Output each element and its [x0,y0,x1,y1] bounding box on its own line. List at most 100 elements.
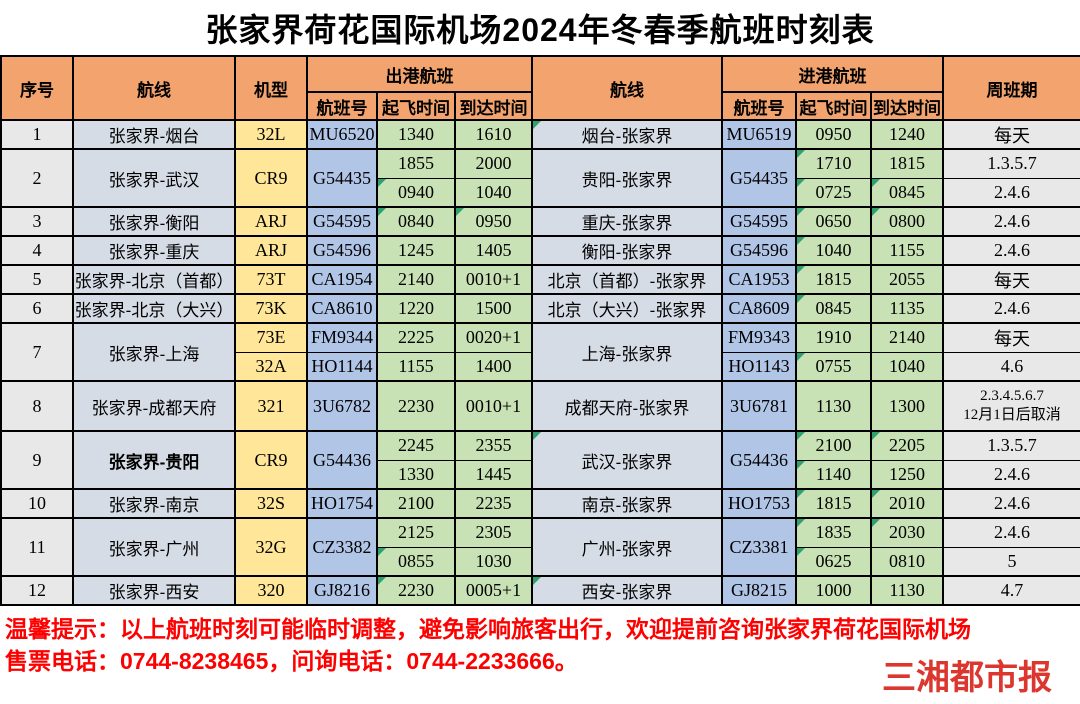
table-row: 7 张家界-上海 73E FM9344 2225 0020+1 上海-张家界 FM9343 19… [0,322,1080,382]
cell-out-dep-time: 2230 [376,575,456,606]
cell-weekly: 2.4.6 [942,293,1080,324]
cell-out-arr-time: 2355 [453,430,534,461]
comment-triangle-icon [873,520,881,527]
cell-weekly: 2.4.6 [942,517,1080,548]
cell-in-dep-time: 0650 [795,206,873,237]
cell-out-flight: 3U6782 [306,380,378,432]
header-in-dep-time: 起飞时间 [795,91,873,121]
cell-in-dep-time: 2100 [795,430,873,461]
cell-weekly: 4.6 [942,351,1080,382]
cell-route-out: 张家界-北京（大兴） [72,293,236,324]
cell-in-dep-time: 1130 [795,380,873,432]
cell-out-dep-time: 0855 [376,546,456,577]
cell-in-arr-time: 0800 [870,206,945,237]
cell-out-flight: G54595 [306,206,378,237]
cell-out-arr-time: 0005+1 [453,575,534,606]
cell-out-arr-time: 2235 [453,488,534,519]
comment-triangle-icon [798,491,806,498]
table-row: 10 张家界-南京 32S HO1754 2100 2235 南京-张家界 HO1753 181… [0,488,1080,519]
table-row: 1330 1445 1140 1250 2.4.6 [1,459,1080,490]
cell-weekly: 每天 [942,322,1080,353]
cell-in-dep-time: 1710 [795,148,873,179]
cell-out-flight: G54596 [306,235,378,266]
cell-aircraft: 32G [234,517,308,577]
cell-out-flight: HO1144 [306,351,378,382]
cell-route-out: 张家界-衡阳 [72,206,236,237]
cell-aircraft: 73E [234,322,308,353]
header-route-out: 航线 [72,55,236,121]
cell-in-arr-time: 2140 [870,322,945,353]
cell-in-flight: GJ8215 [721,575,798,606]
table-row: 8 张家界-成都天府 321 3U6782 2230 0010+1 成都天府-张家界 3U67… [0,380,1080,432]
cell-in-flight: G54595 [721,206,798,237]
cell-aircraft: CR9 [234,430,308,490]
table-row: 1 张家界-烟台 32L MU6520 1340 1610 烟台-张家界 MU6519 0950… [0,119,1080,150]
cell-no: 2 [0,148,74,208]
cell-route-out: 张家界-武汉 [72,148,236,208]
cell-out-dep-time: 1330 [376,459,456,490]
cell-in-flight: G54436 [721,430,798,490]
cell-route-out: 张家界-北京（首都） [72,264,236,295]
cell-in-arr-time: 0845 [870,177,945,208]
cell-route-in: 广州-张家界 [531,517,724,577]
table-row: 12 张家界-西安 320 GJ8216 2230 0005+1 西安-张家界 GJ8215 1… [0,575,1080,606]
cell-out-flight: FM9344 [306,322,378,353]
cell-in-arr-time: 1815 [870,148,945,179]
cell-route-out: 张家界-成都天府 [72,380,236,432]
comment-triangle-icon [798,179,806,187]
cell-in-arr-time: 2055 [870,264,945,295]
cell-aircraft: 320 [234,575,308,606]
cell-in-arr-time: 1250 [870,459,945,490]
cell-no: 9 [0,430,74,490]
cell-out-arr-time: 0950 [453,206,534,237]
comment-triangle-icon [379,548,386,556]
cell-weekly: 每天 [942,119,1080,150]
cell-no: 6 [0,293,74,324]
cell-aircraft: ARJ [234,235,308,266]
cell-route-in: 西安-张家界 [531,575,724,606]
cell-in-dep-time: 0845 [795,293,873,324]
cell-in-dep-time: 0950 [795,119,873,150]
cell-weekly: 2.4.6 [942,235,1080,266]
cell-in-dep-time: 0625 [795,546,873,577]
table-row: 2 张家界-武汉 CR9 G54435 1855 2000 贵阳-张家界 G54435 1710… [0,148,1080,208]
cell-in-dep-time: 1040 [795,235,873,266]
cell-no: 7 [0,322,74,382]
table-row: 0855 1030 0625 0810 5 [1,546,1080,577]
cell-aircraft: 32L [234,119,308,150]
comment-triangle-icon [873,433,881,440]
comment-triangle-icon [457,209,464,216]
cell-out-arr-time: 1500 [453,293,534,324]
cell-route-in: 南京-张家界 [531,488,724,519]
flight-table-body: 1 张家界-烟台 32L MU6520 1340 1610 烟台-张家界 MU6519 0950… [0,119,1080,606]
cell-aircraft: 321 [234,380,308,432]
header-no: 序号 [0,55,74,121]
comment-triangle-icon [379,179,386,187]
cell-in-dep-time: 0755 [795,351,873,382]
cell-in-arr-time: 1135 [870,293,945,324]
comment-triangle-icon [873,179,881,187]
comment-triangle-icon [534,122,542,129]
cell-out-dep-time: 1855 [376,148,456,179]
cell-weekly: 1.3.5.7 [942,430,1080,461]
header-weekly: 周班期 [942,55,1080,121]
cell-out-dep-time: 2140 [376,264,456,295]
cell-no: 3 [0,206,74,237]
cell-out-dep-time: 1220 [376,293,456,324]
cell-in-dep-time: 1910 [795,322,873,353]
cell-in-dep-time: 1000 [795,575,873,606]
cell-weekly: 2.4.6 [942,177,1080,208]
cell-out-flight: CA1954 [306,264,378,295]
cell-no: 1 [0,119,74,150]
cell-out-arr-time: 0020+1 [453,322,534,353]
cell-in-flight: CZ3381 [721,517,798,577]
cell-aircraft: 32S [234,488,308,519]
comment-triangle-icon [873,491,881,498]
cell-in-flight: MU6519 [721,119,798,150]
cell-out-arr-time: 1610 [453,119,534,150]
table-row: 9 张家界-贵阳 CR9 G54436 2245 2355 武汉-张家界 G54436 2100… [0,430,1080,490]
cell-in-arr-time: 2205 [870,430,945,461]
cell-no: 12 [0,575,74,606]
cell-out-arr-time: 0010+1 [453,264,534,295]
comment-triangle-icon [534,578,542,585]
